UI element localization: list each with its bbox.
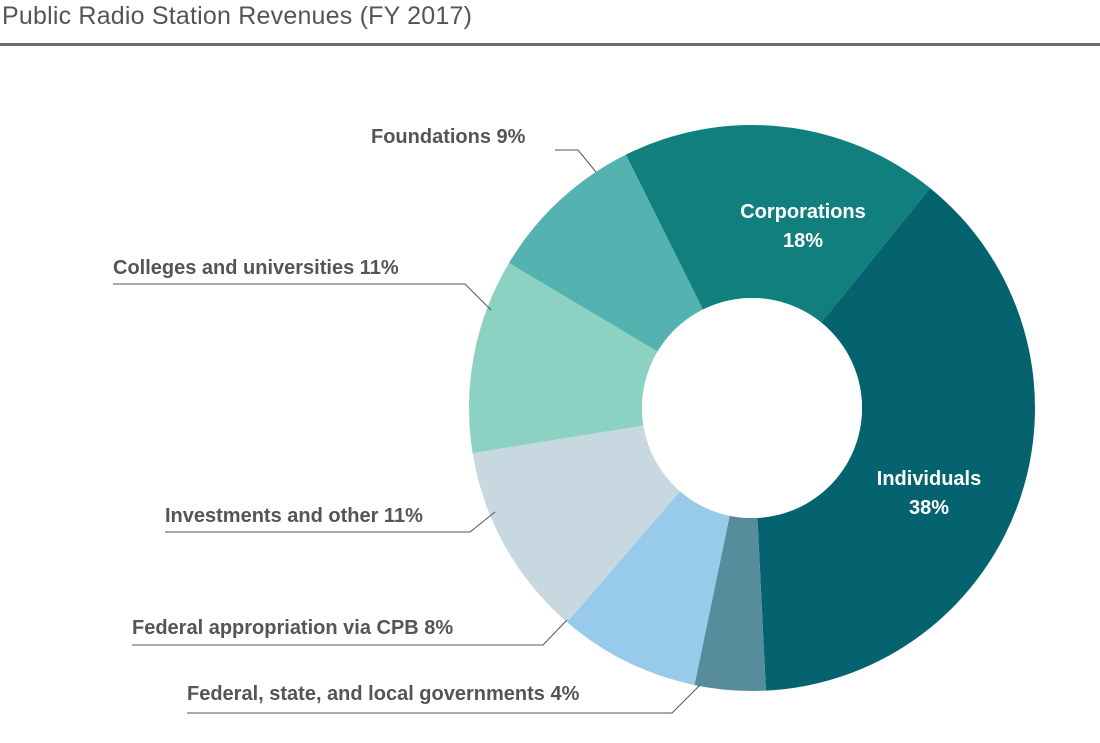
leader-lines [113, 149, 701, 714]
donut-hole [642, 298, 862, 518]
slice-investments-and-other [472, 425, 681, 623]
leader-colleges-and-universities [113, 283, 492, 311]
label-individuals: Individuals 38% [877, 468, 981, 519]
slice-federal-appropriation-via-cpb [567, 491, 730, 686]
slice-foundations [508, 154, 703, 352]
leader-federal-state-and-local-governments [187, 684, 701, 714]
leader-investments-and-other [165, 511, 496, 533]
title-divider [0, 43, 1100, 46]
label-federal-appropriation-via-cpb: Federal appropriation via CPB 8% [132, 617, 453, 639]
leader-foundations [555, 149, 597, 173]
label-corporations-value: 18% [783, 230, 823, 252]
label-federal-state-and-local-governments: Federal, state, and local governments 4% [187, 683, 580, 705]
leader-federal-appropriation-via-cpb [132, 619, 568, 646]
slice-labels: Individuals 38% Federal, state, and local … [113, 126, 981, 705]
label-individuals-value: 38% [909, 497, 949, 519]
label-corporations-name: Corporations [740, 201, 866, 223]
label-foundations: Foundations 9% [371, 126, 526, 148]
label-investments-and-other: Investments and other 11% [165, 505, 423, 527]
label-corporations: Corporations 18% [740, 201, 866, 252]
slice-corporations [625, 125, 931, 323]
donut-slices [469, 125, 1035, 691]
chart-title: Public Radio Station Revenues (FY 2017) [2, 2, 473, 30]
label-individuals-name: Individuals [877, 468, 981, 490]
slice-colleges-and-universities [469, 263, 658, 454]
label-colleges-and-universities: Colleges and universities 11% [113, 257, 399, 279]
slice-individuals [757, 188, 1035, 691]
slice-federal-state-and-local-governments [694, 515, 766, 691]
